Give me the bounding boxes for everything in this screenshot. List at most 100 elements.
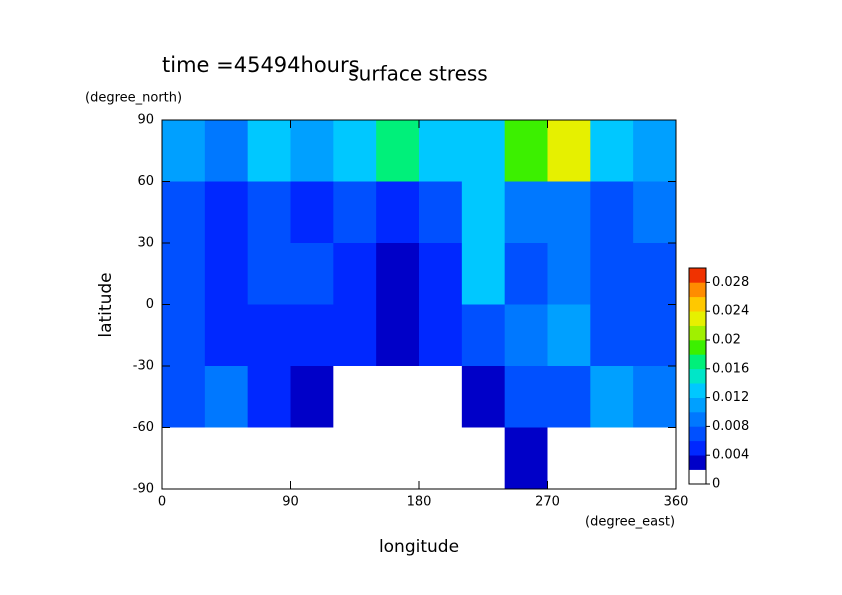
y-tick-label: -60	[133, 420, 154, 435]
colorbar-tick-label: 0	[712, 477, 720, 492]
cell	[162, 366, 206, 428]
cell	[290, 120, 334, 182]
cell	[461, 181, 506, 244]
cell	[504, 243, 548, 305]
cell	[247, 120, 291, 182]
cell	[590, 181, 634, 244]
cell	[162, 243, 206, 305]
cell	[376, 120, 420, 182]
colorbar-swatch	[689, 469, 706, 485]
cell	[247, 366, 291, 428]
cell	[290, 181, 334, 244]
cell	[376, 181, 420, 244]
chart-title: surface stress	[348, 62, 487, 86]
cell	[633, 366, 677, 428]
cell	[419, 243, 463, 305]
cell	[461, 120, 506, 182]
cell	[504, 366, 548, 428]
colorbar-swatch	[689, 340, 706, 355]
cell	[419, 427, 463, 490]
cell	[633, 427, 677, 490]
cell	[376, 243, 420, 305]
colorbar-swatch	[689, 311, 706, 326]
cell	[290, 243, 334, 305]
x-tick-label: 360	[664, 495, 689, 510]
cell	[590, 366, 634, 428]
colorbar-tick-label: 0.024	[712, 304, 749, 319]
cell	[419, 181, 463, 244]
cell	[547, 120, 591, 182]
cell	[461, 243, 506, 305]
x-tick-label: 180	[407, 495, 432, 510]
y-tick-label: 60	[137, 174, 154, 189]
cell	[204, 304, 249, 367]
cell	[547, 366, 591, 428]
colorbar-swatch	[689, 426, 706, 442]
y-unit: (degree_north)	[85, 91, 182, 106]
colorbar-swatch	[689, 282, 706, 298]
cell	[547, 243, 591, 305]
cell	[376, 304, 420, 367]
colorbar-swatch	[689, 440, 706, 456]
cell	[461, 366, 506, 428]
colorbar-swatch	[689, 383, 706, 398]
colorbar-swatch	[689, 296, 706, 312]
cell	[247, 243, 291, 305]
colorbar-tick-label: 0.008	[712, 419, 749, 434]
x-tick-label: 270	[535, 495, 560, 510]
cell	[333, 304, 377, 367]
cell	[633, 181, 677, 244]
cell	[247, 427, 291, 490]
chart-subtitle: time =45494hours	[162, 53, 360, 77]
colorbar-swatch	[689, 412, 706, 427]
colorbar-tick-label: 0.004	[712, 448, 749, 463]
x-tick-label: 90	[282, 495, 299, 510]
cell	[419, 120, 463, 182]
cell	[461, 427, 506, 490]
y-tick-label: 0	[146, 297, 154, 312]
cell	[162, 181, 206, 244]
cell	[333, 427, 377, 490]
cell	[590, 243, 634, 305]
cell	[204, 366, 249, 428]
colorbar-swatch	[689, 268, 706, 283]
cell	[204, 120, 249, 182]
cell	[419, 304, 463, 367]
cell	[376, 427, 420, 490]
cell	[633, 120, 677, 182]
cell	[290, 304, 334, 367]
y-tick-label: -30	[133, 359, 154, 374]
colorbar-swatch	[689, 455, 706, 470]
cell	[290, 427, 334, 490]
cell	[590, 427, 634, 490]
y-tick-label: 30	[137, 236, 154, 251]
cell	[633, 243, 677, 305]
x-tick-label: 0	[158, 495, 166, 510]
cell	[333, 366, 377, 428]
colorbar-swatch	[689, 325, 706, 341]
cell	[376, 366, 420, 428]
cell	[633, 304, 677, 367]
colorbar-tick-label: 0.016	[712, 361, 749, 376]
cell	[204, 427, 249, 490]
cell	[547, 304, 591, 367]
cell	[590, 304, 634, 367]
cell	[204, 243, 249, 305]
cell	[247, 181, 291, 244]
cell	[290, 366, 334, 428]
cell	[419, 366, 463, 428]
colorbar-tick-label: 0.02	[712, 333, 741, 348]
cell	[333, 243, 377, 305]
cell	[504, 181, 548, 244]
x-unit: (degree_east)	[585, 515, 675, 530]
cell	[547, 181, 591, 244]
cell	[247, 304, 291, 367]
cell	[204, 181, 249, 244]
colorbar-tick-label: 0.028	[712, 275, 749, 290]
cell	[333, 120, 377, 182]
cell	[504, 120, 548, 182]
colorbar-frame	[688, 267, 707, 485]
colorbar-swatch	[689, 397, 706, 413]
cell	[461, 304, 506, 367]
